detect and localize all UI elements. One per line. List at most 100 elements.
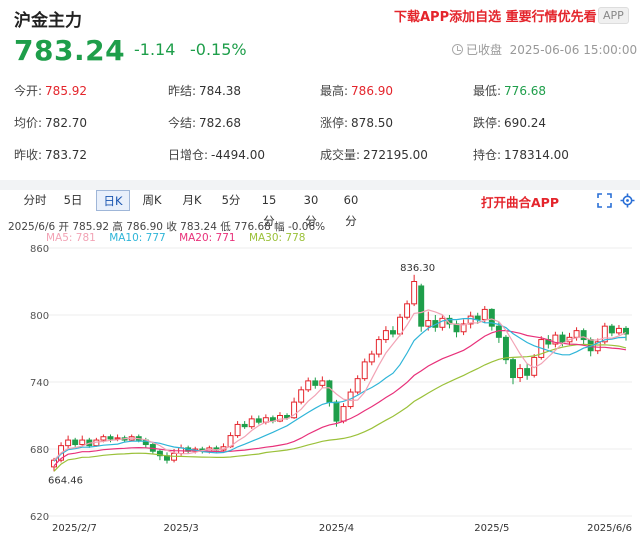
- period-tab[interactable]: 日K: [96, 190, 130, 211]
- stat-value: -4494.00: [211, 148, 265, 162]
- candle-body: [375, 339, 382, 355]
- ma20-label: MA20: 771: [179, 232, 236, 244]
- ma5-line: [53, 309, 627, 461]
- x-tick-label: 2025/3: [164, 523, 199, 534]
- candle-body: [312, 380, 319, 386]
- settings-icon[interactable]: [620, 193, 635, 208]
- status-timestamp: 2025-06-06 15:00:00: [509, 43, 638, 57]
- y-tick-label: 800: [30, 311, 49, 322]
- stat-label: 持仓:: [473, 148, 502, 162]
- candle-body: [72, 439, 79, 446]
- fullscreen-icon[interactable]: [597, 193, 612, 208]
- period-tab[interactable]: 5日: [63, 193, 83, 207]
- max-price-label: 836.30: [400, 263, 435, 274]
- period-tab[interactable]: 5分: [221, 193, 241, 207]
- candle-body: [439, 317, 446, 328]
- candle-body: [241, 423, 248, 428]
- stat-item: 昨结: 784.38: [168, 82, 241, 99]
- stat-value: 785.92: [45, 84, 88, 98]
- open-app-link[interactable]: 打开曲合APP: [481, 195, 559, 210]
- y-tick-label: 620: [30, 512, 49, 523]
- candle-body: [107, 436, 114, 440]
- period-tab[interactable]: 60分: [343, 193, 359, 228]
- section-divider: [0, 180, 640, 190]
- candle-body: [397, 316, 403, 335]
- period-tab[interactable]: 月K: [182, 193, 202, 207]
- candle-body: [319, 380, 326, 386]
- candle-body: [573, 330, 580, 338]
- candle-body: [354, 378, 361, 393]
- candle-body: [389, 330, 396, 335]
- candle-body: [474, 315, 481, 320]
- candle-body: [79, 439, 86, 446]
- candle-body: [580, 330, 587, 341]
- x-tick-label: 2025/4: [319, 523, 354, 534]
- candle-body: [502, 336, 509, 361]
- period-tab[interactable]: 30分: [303, 193, 319, 228]
- stat-label: 均价:: [14, 116, 43, 130]
- x-tick-label: 2025/2/7: [52, 523, 97, 534]
- stat-label: 涨停:: [320, 116, 349, 130]
- download-app-promo-link[interactable]: 下载APP添加自选 重要行情优先看: [394, 10, 597, 25]
- candle-body: [615, 327, 622, 334]
- candle-body: [601, 325, 608, 343]
- last-price: 783.24: [14, 34, 126, 67]
- candle-body: [100, 436, 107, 441]
- stat-value: 272195.00: [363, 148, 428, 162]
- kline-chart[interactable]: 860 800 740 680 620 836.30 664.46 2025/2/7 2025/…: [0, 244, 640, 535]
- contract-title: 沪金主力: [14, 11, 82, 31]
- stat-item: 持仓: 178314.00: [473, 146, 569, 163]
- y-tick-label: 860: [30, 244, 49, 255]
- candle-body: [552, 334, 559, 345]
- candle-body: [382, 330, 389, 341]
- candle-body: [277, 415, 283, 422]
- candle-body: [305, 380, 312, 391]
- stat-label: 昨结:: [168, 84, 197, 98]
- stat-value: 784.38: [199, 84, 242, 98]
- stat-label: 今结:: [168, 116, 197, 130]
- stat-label: 跌停:: [473, 116, 502, 130]
- stat-value: 782.68: [199, 116, 242, 130]
- stat-item: 今结: 782.68: [168, 114, 241, 131]
- candle-body: [65, 439, 72, 447]
- period-tab[interactable]: 分时: [23, 193, 47, 207]
- candle-body: [404, 303, 411, 318]
- stat-item: 成交量: 272195.00: [320, 146, 428, 163]
- app-badge[interactable]: APP: [598, 7, 629, 24]
- candle-body: [114, 437, 121, 440]
- stat-value: 878.50: [351, 116, 394, 130]
- ma5-label: MA5: 781: [46, 232, 96, 244]
- price-change-percent: -0.15%: [190, 40, 247, 59]
- period-tab[interactable]: 15分: [261, 193, 277, 228]
- x-tick-label: 2025/5: [474, 523, 509, 534]
- candle-body: [608, 325, 615, 334]
- stat-label: 日增仓:: [168, 148, 209, 162]
- candle-body: [425, 320, 432, 327]
- candle-body: [234, 423, 241, 437]
- candle-body: [559, 334, 566, 343]
- price-change: -1.14: [134, 40, 176, 59]
- stat-label: 最低:: [473, 84, 502, 98]
- candle-body: [368, 353, 375, 363]
- stat-item: 最低: 776.68: [473, 82, 546, 99]
- candle-body: [340, 406, 347, 422]
- stat-label: 今开:: [14, 84, 43, 98]
- market-status: 已收盘 2025-06-06 15:00:00: [452, 41, 637, 58]
- stat-value: 178314.00: [504, 148, 569, 162]
- stat-item: 均价: 782.70: [14, 114, 87, 131]
- stat-label: 最高:: [320, 84, 349, 98]
- candle-body: [481, 308, 488, 320]
- status-text: 已收盘: [466, 43, 503, 57]
- candle-body: [418, 285, 425, 327]
- candle-body: [467, 315, 474, 325]
- stat-value: 786.90: [351, 84, 394, 98]
- candle-body: [255, 418, 262, 423]
- candle-body: [510, 359, 516, 379]
- stat-item: 最高: 786.90: [320, 82, 393, 99]
- stat-item: 昨收: 783.72: [14, 146, 87, 163]
- period-tab[interactable]: 周K: [142, 193, 162, 207]
- ma10-label: MA10: 777: [109, 232, 166, 244]
- stat-value: 776.68: [504, 84, 547, 98]
- stat-item: 涨停: 878.50: [320, 114, 393, 131]
- stat-value: 783.72: [45, 148, 88, 162]
